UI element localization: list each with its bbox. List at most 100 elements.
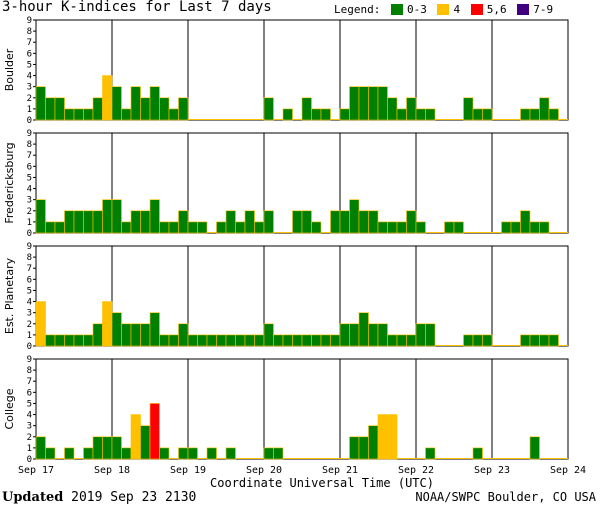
- k-index-bar: [64, 210, 75, 234]
- y-tick-label: 3: [27, 309, 32, 319]
- k-index-bar: [282, 108, 293, 121]
- y-tick-label: 5: [27, 286, 32, 296]
- k-index-bar: [320, 334, 331, 347]
- legend-text-5-6: 5,6: [486, 3, 507, 16]
- k-index-bar: [140, 323, 151, 347]
- k-index-bar: [54, 221, 65, 234]
- k-index-bar: [339, 323, 350, 347]
- k-index-bar: [159, 97, 170, 121]
- k-index-bar: [92, 210, 103, 234]
- k-index-bar: [244, 210, 255, 234]
- k-index-bar: [406, 210, 417, 234]
- k-index-bar: [168, 334, 179, 347]
- k-index-bar: [349, 436, 360, 460]
- y-tick-label: 0: [27, 229, 32, 239]
- k-index-bar: [444, 221, 455, 234]
- k-index-bar: [349, 86, 360, 121]
- k-index-bar: [548, 334, 559, 347]
- k-index-bar: [387, 221, 398, 234]
- legend-swatch-purple: [517, 4, 530, 15]
- y-tick-label: 1: [27, 218, 32, 228]
- k-index-bar: [311, 221, 322, 234]
- k-index-bar: [225, 447, 236, 460]
- k-index-bar: [529, 108, 540, 121]
- k-index-bar: [216, 221, 227, 234]
- y-tick-label: 3: [27, 196, 32, 206]
- k-index-bar: [358, 210, 369, 234]
- panel-name-label: Est. Planetary: [3, 257, 16, 334]
- k-index-bar: [539, 97, 550, 121]
- k-index-bar: [482, 108, 493, 121]
- k-index-bar: [121, 447, 132, 460]
- k-index-bar: [254, 334, 265, 347]
- y-tick-label: 7: [27, 264, 32, 274]
- y-tick-label: 5: [27, 60, 32, 70]
- y-tick-label: 2: [27, 320, 32, 330]
- k-index-bar: [330, 334, 341, 347]
- k-index-bar: [187, 334, 198, 347]
- x-tick-label: Sep 17: [18, 465, 54, 476]
- k-index-bar: [425, 108, 436, 121]
- k-index-bar: [64, 447, 75, 460]
- k-index-bar: [377, 414, 388, 460]
- k-index-bar: [216, 334, 227, 347]
- k-index-bar: [387, 414, 398, 460]
- k-index-bar: [83, 210, 94, 234]
- k-index-bar: [83, 447, 94, 460]
- y-tick-label: 8: [27, 366, 32, 376]
- k-index-bar: [140, 97, 151, 121]
- legend-item-4: 4: [437, 3, 460, 16]
- k-index-bar: [168, 108, 179, 121]
- k-index-bar: [425, 447, 436, 460]
- k-index-bar: [472, 334, 483, 347]
- k-index-bar: [225, 334, 236, 347]
- k-index-bar: [263, 97, 274, 121]
- k-index-bar: [83, 108, 94, 121]
- y-tick-label: 7: [27, 38, 32, 48]
- k-index-bar: [54, 334, 65, 347]
- k-index-bar: [45, 97, 56, 121]
- k-index-bar: [64, 108, 75, 121]
- k-index-bar: [178, 323, 189, 347]
- k-index-bar: [520, 334, 531, 347]
- k-index-bar: [472, 108, 483, 121]
- k-index-bar: [45, 334, 56, 347]
- k-index-bar: [311, 108, 322, 121]
- y-tick-label: 7: [27, 377, 32, 387]
- k-index-bar: [520, 210, 531, 234]
- y-tick-label: 7: [27, 151, 32, 161]
- y-tick-label: 5: [27, 173, 32, 183]
- k-index-bar: [140, 425, 151, 460]
- panel-name-label: College: [3, 388, 16, 429]
- y-tick-label: 9: [27, 242, 32, 252]
- panel-name-label: Boulder: [3, 48, 16, 91]
- k-index-bar: [35, 199, 46, 234]
- k-index-bar: [301, 97, 312, 121]
- k-index-bar: [83, 334, 94, 347]
- k-index-bar: [292, 334, 303, 347]
- k-index-bar: [149, 199, 160, 234]
- legend-swatch-yellow: [437, 4, 450, 15]
- k-index-bar: [358, 436, 369, 460]
- k-index-bar: [301, 210, 312, 234]
- k-index-bar: [396, 221, 407, 234]
- k-index-bar: [102, 199, 113, 234]
- k-index-bar: [311, 334, 322, 347]
- y-tick-label: 8: [27, 140, 32, 150]
- x-tick-label: Sep 24: [550, 465, 586, 476]
- k-index-bar: [111, 86, 122, 121]
- panel-frame: [35, 358, 569, 460]
- x-axis-label: Coordinate Universal Time (UTC): [210, 476, 434, 490]
- k-index-bar: [482, 334, 493, 347]
- chart-title: 3-hour K-indices for Last 7 days: [2, 0, 272, 15]
- y-tick-label: 8: [27, 253, 32, 263]
- k-index-bar: [339, 210, 350, 234]
- k-index-bar: [149, 312, 160, 347]
- y-tick-label: 0: [27, 455, 32, 465]
- k-index-bar: [111, 436, 122, 460]
- x-tick-label: Sep 18: [94, 465, 130, 476]
- y-tick-label: 1: [27, 105, 32, 115]
- k-index-bar: [415, 323, 426, 347]
- k-index-bar: [339, 108, 350, 121]
- y-tick-label: 0: [27, 116, 32, 126]
